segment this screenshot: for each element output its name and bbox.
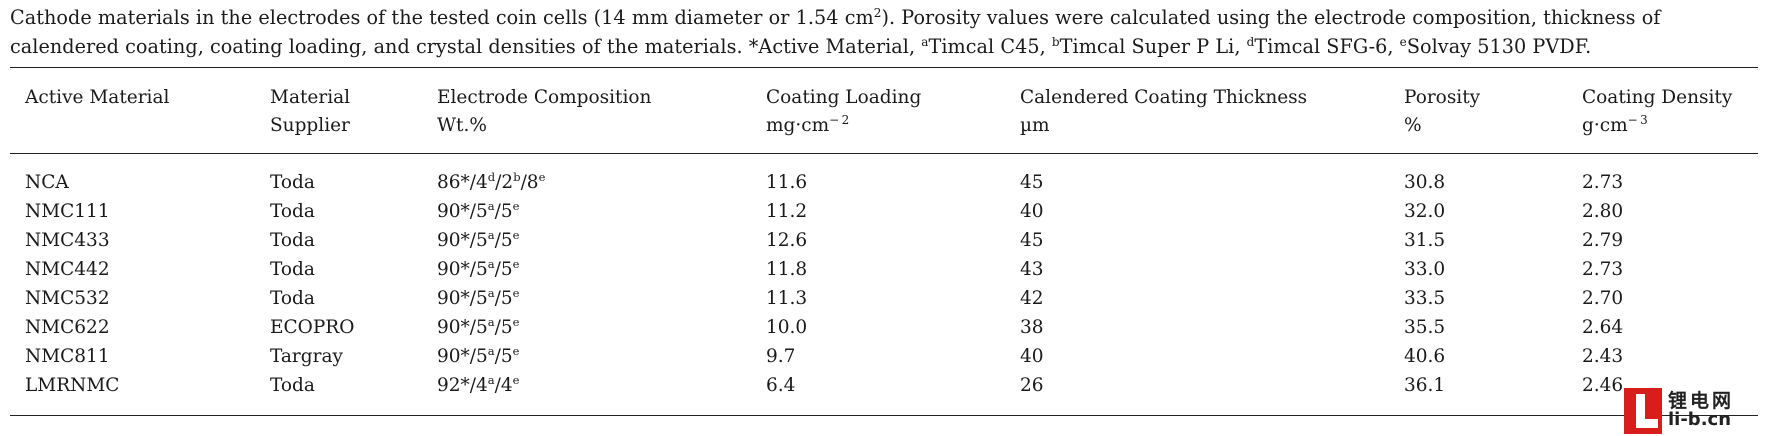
cell-loading: 9.7 [766,346,796,367]
footnote-mark: b [1051,35,1060,49]
table-row: NMC111 Toda 90*/5a/5e 11.2 40 32.0 2.80 [0,197,1762,226]
cell-composition: 90*/5a/5e [437,228,520,251]
cell-loading: 10.0 [766,317,808,338]
cell-density: 2.73 [1582,172,1624,193]
cell-supplier: Toda [270,201,315,222]
cell-material: NMC532 [25,288,110,309]
cell-porosity: 33.5 [1404,288,1446,309]
footnote-text: Solvay 5130 PVDF. [1406,35,1592,58]
header-porosity: Porosity % [1404,87,1481,136]
cell-thickness: 38 [1020,317,1044,338]
cell-thickness: 45 [1020,172,1044,193]
cell-density: 2.46 [1582,375,1624,396]
table-row: NMC442 Toda 90*/5a/5e 11.8 43 33.0 2.73 [0,255,1762,284]
cell-density: 2.80 [1582,201,1624,222]
cell-porosity: 32.0 [1404,201,1446,222]
cell-composition: 90*/5a/5e [437,199,520,222]
cell-material: NMC811 [25,346,110,367]
cell-material: NMC111 [25,201,110,222]
cell-thickness: 40 [1020,201,1044,222]
cell-thickness: 45 [1020,230,1044,251]
cell-thickness: 40 [1020,346,1044,367]
cell-supplier: Toda [270,288,315,309]
cell-loading: 11.6 [766,172,808,193]
cell-thickness: 42 [1020,288,1044,309]
cell-density: 2.64 [1582,317,1624,338]
cell-material: LMRNMC [25,375,120,396]
materials-table: NCA Toda 86*/4d/2b/8e 11.6 45 30.8 2.73 NMC111 T… [0,168,1762,400]
cell-porosity: 36.1 [1404,375,1446,396]
li-b-watermark-logo: 锂电网 li-b.cn [1624,388,1760,434]
caption-text: ). Porosity values were calculated using… [10,6,1661,58]
cell-composition: 90*/5a/5e [437,315,520,338]
cell-supplier: Toda [270,259,315,280]
cell-supplier: Toda [270,172,315,193]
table-row: NCA Toda 86*/4d/2b/8e 11.6 45 30.8 2.73 [0,168,1762,197]
header-calendered-coating-thickness: Calendered Coating Thickness µm [1020,87,1308,136]
cell-density: 2.79 [1582,230,1624,251]
footnote-text: Timcal SFG-6, [1254,35,1400,58]
header-electrode-composition: Electrode Composition Wt.% [437,87,652,136]
header-coating-loading: Coating Loading mg·cm− 2 [766,87,922,136]
cell-supplier: Toda [270,375,315,396]
header-coating-density: Coating Density g·cm− 3 [1582,87,1733,136]
li-b-logo-icon [1624,388,1662,434]
footnote-mark: a [921,35,929,49]
footnote-text: Timcal C45, [928,35,1052,58]
cell-material: NMC442 [25,259,110,280]
cell-composition: 92*/4a/4e [437,373,520,396]
table-row: NMC622 ECOPRO 90*/5a/5e 10.0 38 35.5 2.64 [0,313,1762,342]
cell-material: NMC433 [25,230,110,251]
header-separator-rule [10,153,1758,154]
header-active-material: Active Material [25,87,170,108]
logo-domain-text: li-b.cn [1668,409,1732,430]
cell-porosity: 40.6 [1404,346,1446,367]
cell-loading: 12.6 [766,230,808,251]
cell-loading: 11.3 [766,288,808,309]
table-caption: Cathode materials in the electrodes of t… [10,3,1760,61]
header-material-supplier: Material Supplier [270,87,351,136]
cell-density: 2.70 [1582,288,1624,309]
logo-chinese-text: 锂电网 [1668,390,1735,412]
table-row: NMC811 Targray 90*/5a/5e 9.7 40 40.6 2.43 [0,342,1762,371]
cell-thickness: 26 [1020,375,1044,396]
footnote-mark: d [1246,35,1255,49]
cell-density: 2.73 [1582,259,1624,280]
cell-loading: 11.8 [766,259,808,280]
cell-supplier: Targray [270,346,343,367]
cell-composition: 90*/5a/5e [437,257,520,280]
table-row: NMC532 Toda 90*/5a/5e 11.3 42 33.5 2.70 [0,284,1762,313]
footnote-mark: e [1399,35,1407,49]
cell-density: 2.43 [1582,346,1624,367]
cell-composition: 90*/5a/5e [437,344,520,367]
cell-supplier: Toda [270,230,315,251]
cell-porosity: 31.5 [1404,230,1446,251]
table-body: NCA Toda 86*/4d/2b/8e 11.6 45 30.8 2.73 NMC111 T… [0,168,1762,400]
table-top-rule [10,67,1758,68]
caption-text: Cathode materials in the electrodes of t… [10,6,874,29]
cell-material: NMC622 [25,317,110,338]
cell-composition: 86*/4d/2b/8e [437,170,546,193]
cell-supplier: ECOPRO [270,317,355,338]
table-bottom-rule [10,415,1758,416]
footnote-text: Timcal Super P Li, [1059,35,1247,58]
table-row: LMRNMC Toda 92*/4a/4e 6.4 26 36.1 2.46 [0,371,1762,400]
caption-superscript: 2 [873,6,882,20]
cell-porosity: 30.8 [1404,172,1446,193]
table-row: NMC433 Toda 90*/5a/5e 12.6 45 31.5 2.79 [0,226,1762,255]
cell-thickness: 43 [1020,259,1044,280]
cell-loading: 6.4 [766,375,796,396]
cell-material: NCA [25,172,69,193]
cell-composition: 90*/5a/5e [437,286,520,309]
cell-porosity: 33.0 [1404,259,1446,280]
cell-loading: 11.2 [766,201,808,222]
cell-porosity: 35.5 [1404,317,1446,338]
